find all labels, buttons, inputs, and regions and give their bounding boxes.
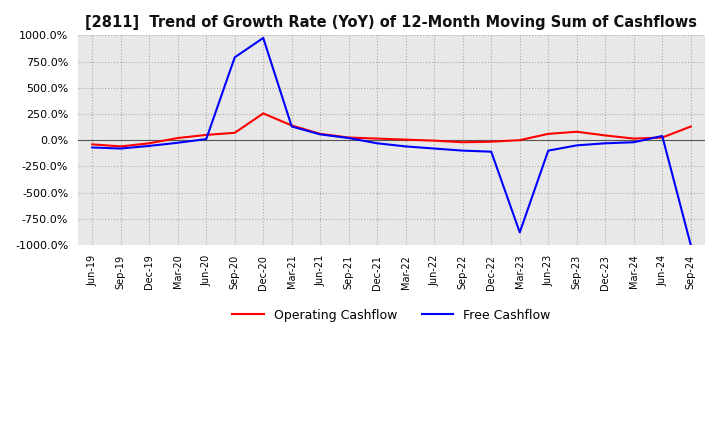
Free Cashflow bbox=[316, 132, 325, 137]
Free Cashflow bbox=[344, 136, 353, 141]
Operating Cashflow bbox=[629, 136, 638, 141]
Free Cashflow bbox=[601, 141, 610, 146]
Free Cashflow bbox=[686, 242, 695, 248]
Free Cashflow bbox=[572, 143, 581, 148]
Operating Cashflow bbox=[430, 138, 438, 143]
Free Cashflow bbox=[516, 230, 524, 235]
Operating Cashflow bbox=[686, 124, 695, 129]
Operating Cashflow bbox=[202, 132, 210, 138]
Operating Cashflow bbox=[572, 129, 581, 134]
Operating Cashflow bbox=[373, 136, 382, 141]
Free Cashflow bbox=[174, 140, 182, 145]
Operating Cashflow bbox=[402, 137, 410, 142]
Operating Cashflow bbox=[287, 123, 296, 128]
Free Cashflow bbox=[230, 55, 239, 60]
Free Cashflow bbox=[88, 145, 96, 150]
Free Cashflow bbox=[544, 148, 552, 153]
Operating Cashflow bbox=[344, 135, 353, 140]
Free Cashflow bbox=[430, 146, 438, 151]
Operating Cashflow bbox=[230, 130, 239, 136]
Free Cashflow bbox=[402, 144, 410, 149]
Operating Cashflow bbox=[174, 136, 182, 141]
Free Cashflow bbox=[202, 136, 210, 142]
Line: Free Cashflow: Free Cashflow bbox=[92, 38, 690, 245]
Operating Cashflow bbox=[316, 131, 325, 136]
Free Cashflow bbox=[459, 148, 467, 153]
Operating Cashflow bbox=[145, 141, 153, 146]
Operating Cashflow bbox=[601, 133, 610, 138]
Operating Cashflow bbox=[544, 131, 552, 136]
Operating Cashflow bbox=[658, 135, 667, 140]
Operating Cashflow bbox=[487, 139, 495, 144]
Free Cashflow bbox=[373, 141, 382, 146]
Free Cashflow bbox=[487, 149, 495, 154]
Free Cashflow bbox=[629, 139, 638, 145]
Operating Cashflow bbox=[459, 139, 467, 145]
Free Cashflow bbox=[145, 143, 153, 149]
Free Cashflow bbox=[117, 146, 125, 151]
Operating Cashflow bbox=[88, 142, 96, 147]
Title: [2811]  Trend of Growth Rate (YoY) of 12-Month Moving Sum of Cashflows: [2811] Trend of Growth Rate (YoY) of 12-… bbox=[86, 15, 698, 30]
Free Cashflow bbox=[259, 35, 268, 40]
Operating Cashflow bbox=[516, 138, 524, 143]
Legend: Operating Cashflow, Free Cashflow: Operating Cashflow, Free Cashflow bbox=[228, 304, 556, 327]
Operating Cashflow bbox=[117, 144, 125, 149]
Free Cashflow bbox=[658, 133, 667, 139]
Operating Cashflow bbox=[259, 111, 268, 116]
Free Cashflow bbox=[287, 124, 296, 129]
Line: Operating Cashflow: Operating Cashflow bbox=[92, 114, 690, 147]
